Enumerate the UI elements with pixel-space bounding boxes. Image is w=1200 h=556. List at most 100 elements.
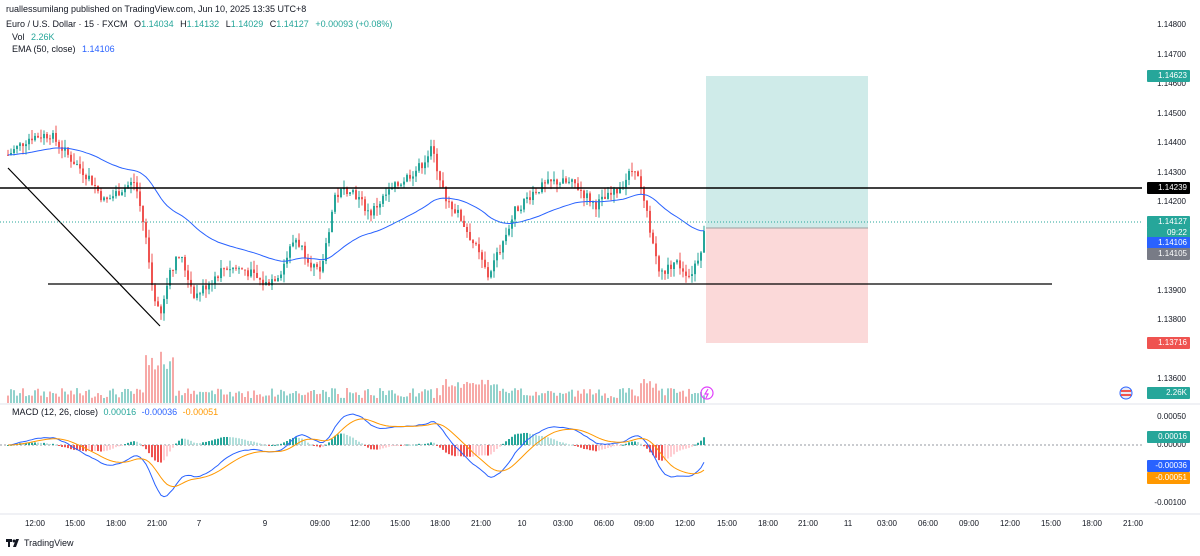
candle[interactable] bbox=[571, 179, 573, 182]
candle[interactable] bbox=[436, 153, 438, 172]
candle[interactable] bbox=[361, 197, 363, 200]
candle[interactable] bbox=[49, 138, 51, 140]
candle[interactable] bbox=[595, 201, 597, 210]
candle[interactable] bbox=[283, 263, 285, 275]
candle[interactable] bbox=[577, 183, 579, 190]
candle[interactable] bbox=[232, 267, 234, 270]
candle[interactable] bbox=[697, 260, 699, 264]
candle[interactable] bbox=[127, 185, 129, 188]
candle[interactable] bbox=[199, 293, 201, 295]
candle[interactable] bbox=[37, 135, 39, 138]
candle[interactable] bbox=[139, 191, 141, 206]
stop-loss-zone[interactable] bbox=[706, 228, 868, 343]
candle[interactable] bbox=[556, 179, 558, 185]
candle[interactable] bbox=[118, 191, 120, 196]
candle[interactable] bbox=[70, 154, 72, 162]
candle[interactable] bbox=[241, 268, 243, 270]
candle[interactable] bbox=[205, 285, 207, 290]
candle[interactable] bbox=[421, 163, 423, 169]
candle[interactable] bbox=[694, 263, 696, 275]
candle[interactable] bbox=[394, 182, 396, 188]
candle[interactable] bbox=[196, 293, 198, 298]
candle[interactable] bbox=[10, 152, 12, 155]
candle[interactable] bbox=[349, 192, 351, 194]
candle[interactable] bbox=[370, 210, 372, 216]
candle[interactable] bbox=[16, 145, 18, 150]
candle[interactable] bbox=[340, 189, 342, 198]
candle[interactable] bbox=[700, 252, 702, 261]
candle[interactable] bbox=[160, 306, 162, 314]
candle[interactable] bbox=[478, 244, 480, 253]
candle[interactable] bbox=[124, 187, 126, 193]
candle[interactable] bbox=[502, 241, 504, 253]
candle[interactable] bbox=[523, 198, 525, 210]
candle[interactable] bbox=[235, 267, 237, 269]
candle[interactable] bbox=[214, 276, 216, 284]
candle[interactable] bbox=[373, 206, 375, 216]
candle[interactable] bbox=[553, 179, 555, 182]
candle[interactable] bbox=[379, 203, 381, 208]
candle[interactable] bbox=[667, 264, 669, 274]
candle[interactable] bbox=[169, 270, 171, 286]
candle[interactable] bbox=[304, 245, 306, 259]
candle[interactable] bbox=[262, 279, 264, 286]
candle[interactable] bbox=[397, 182, 399, 186]
symbol-name[interactable]: Euro / U.S. Dollar · 15 · FXCM bbox=[6, 19, 128, 29]
candle[interactable] bbox=[382, 195, 384, 204]
candle[interactable] bbox=[142, 205, 144, 223]
candle[interactable] bbox=[688, 275, 690, 277]
candle[interactable] bbox=[148, 237, 150, 263]
candle[interactable] bbox=[427, 156, 429, 163]
candle[interactable] bbox=[91, 175, 93, 185]
candle[interactable] bbox=[655, 243, 657, 257]
candle[interactable] bbox=[253, 269, 255, 273]
candle[interactable] bbox=[652, 232, 654, 244]
candle[interactable] bbox=[406, 174, 408, 182]
candle[interactable] bbox=[442, 180, 444, 188]
candle[interactable] bbox=[583, 190, 585, 199]
candle[interactable] bbox=[178, 256, 180, 258]
candle[interactable] bbox=[181, 256, 183, 258]
candle[interactable] bbox=[226, 268, 228, 270]
candle[interactable] bbox=[415, 170, 417, 177]
candle[interactable] bbox=[85, 175, 87, 180]
candle[interactable] bbox=[64, 147, 66, 151]
candle[interactable] bbox=[271, 279, 273, 286]
candle[interactable] bbox=[469, 231, 471, 241]
candle[interactable] bbox=[103, 197, 105, 201]
candle[interactable] bbox=[88, 175, 90, 180]
candle[interactable] bbox=[676, 260, 678, 263]
candle[interactable] bbox=[163, 298, 165, 314]
candle[interactable] bbox=[430, 146, 432, 157]
candle[interactable] bbox=[277, 278, 279, 281]
candle[interactable] bbox=[544, 182, 546, 184]
candle[interactable] bbox=[31, 138, 33, 141]
symbol-legend[interactable]: Euro / U.S. Dollar · 15 · FXCM O1.14034 … bbox=[6, 19, 392, 30]
candle[interactable] bbox=[292, 242, 294, 247]
candle[interactable] bbox=[574, 179, 576, 184]
candle[interactable] bbox=[133, 182, 135, 184]
candle[interactable] bbox=[625, 179, 627, 188]
candle[interactable] bbox=[301, 245, 303, 247]
take-profit-zone[interactable] bbox=[706, 76, 868, 228]
candle[interactable] bbox=[535, 191, 537, 193]
candle[interactable] bbox=[229, 269, 231, 271]
candle[interactable] bbox=[457, 209, 459, 213]
candle[interactable] bbox=[250, 269, 252, 277]
candle[interactable] bbox=[448, 201, 450, 203]
candle[interactable] bbox=[358, 197, 360, 200]
candle[interactable] bbox=[79, 164, 81, 169]
candle[interactable] bbox=[172, 270, 174, 272]
candle[interactable] bbox=[475, 243, 477, 245]
candle[interactable] bbox=[13, 149, 15, 153]
candle[interactable] bbox=[190, 279, 192, 287]
candle[interactable] bbox=[526, 197, 528, 199]
candle[interactable] bbox=[22, 143, 24, 147]
candle[interactable] bbox=[121, 192, 123, 196]
candle[interactable] bbox=[670, 264, 672, 270]
candle[interactable] bbox=[586, 193, 588, 199]
candle[interactable] bbox=[538, 192, 540, 194]
macd-legend[interactable]: MACD (12, 26, close) 0.00016 -0.00036 -0… bbox=[12, 407, 218, 418]
candle[interactable] bbox=[472, 240, 474, 244]
